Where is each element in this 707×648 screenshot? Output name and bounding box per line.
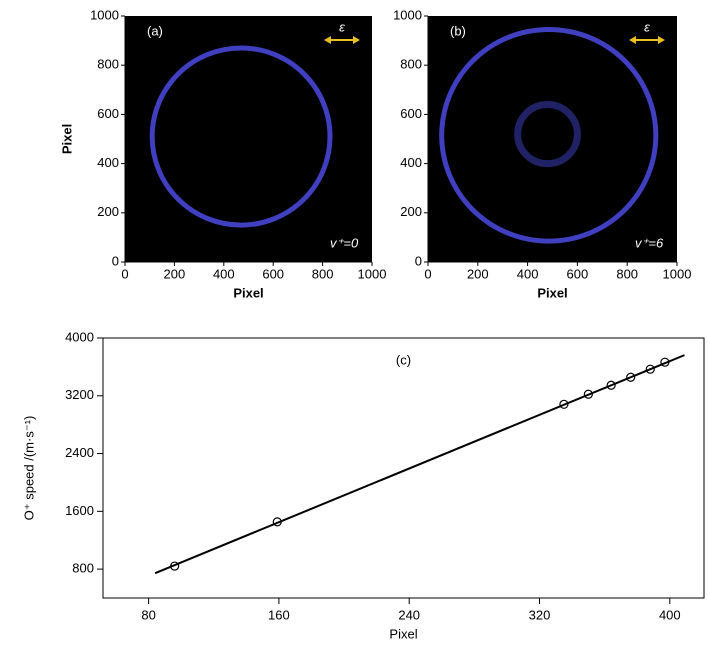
x-tick-label: 400 <box>517 266 539 281</box>
data-point <box>272 517 282 527</box>
data-point <box>626 372 636 382</box>
data-point <box>559 399 569 409</box>
panel-label: (c) <box>396 352 411 367</box>
x-tick-label: 200 <box>164 266 186 281</box>
y-tick-label: 400 <box>400 155 422 170</box>
image-background <box>428 16 677 262</box>
x-tick-label: 400 <box>213 266 235 281</box>
y-tick-label: 600 <box>97 106 119 121</box>
annotation: v⁺=0 <box>330 235 359 250</box>
x-tick-label: 600 <box>567 266 589 281</box>
x-tick-label: 0 <box>121 266 128 281</box>
data-point <box>583 389 593 399</box>
y-tick-label: 1600 <box>65 503 94 518</box>
x-tick-label: 80 <box>141 607 155 622</box>
y-tick-label: 800 <box>400 57 422 72</box>
ion-ring <box>439 27 659 244</box>
plot-frame <box>102 337 705 599</box>
y-tick-label: 200 <box>400 204 422 219</box>
y-tick-label: 1000 <box>90 7 119 22</box>
data-point <box>660 357 670 367</box>
y-tick-label: 2400 <box>65 445 94 460</box>
panel-label: (a) <box>147 23 163 38</box>
y-axis-title: Pixel <box>59 124 74 154</box>
x-tick-label: 1000 <box>358 266 387 281</box>
x-tick-label: 320 <box>529 607 551 622</box>
annotation: v⁺=6 <box>635 235 664 250</box>
x-tick-label: 800 <box>616 266 638 281</box>
y-tick-label: 400 <box>97 155 119 170</box>
polarization-label: ε <box>339 19 345 34</box>
y-tick-label: 200 <box>97 204 119 219</box>
x-tick-label: 160 <box>268 607 290 622</box>
y-tick-label: 3200 <box>65 387 94 402</box>
y-tick-label: 600 <box>400 106 422 121</box>
x-tick-label: 0 <box>424 266 431 281</box>
x-tick-label: 800 <box>312 266 334 281</box>
x-axis-title: Pixel <box>389 626 417 641</box>
x-tick-label: 200 <box>467 266 489 281</box>
data-point <box>606 380 616 390</box>
polarization-label: ε <box>644 19 650 34</box>
x-tick-label: 1000 <box>663 266 692 281</box>
x-tick-label: 400 <box>659 607 681 622</box>
panel-label: (b) <box>450 23 466 38</box>
fit-line <box>154 354 685 575</box>
y-tick-label: 0 <box>415 253 422 268</box>
x-tick-label: 240 <box>398 607 420 622</box>
y-tick-label: 4000 <box>65 329 94 344</box>
x-axis-title: Pixel <box>233 285 263 300</box>
y-tick-label: 800 <box>72 561 94 576</box>
x-axis-title: Pixel <box>537 285 567 300</box>
y-tick-label: 1000 <box>393 7 422 22</box>
ion-ring <box>149 45 333 228</box>
ion-ring <box>514 101 581 168</box>
data-point <box>170 561 180 571</box>
y-tick-label: 800 <box>97 57 119 72</box>
y-tick-label: 0 <box>112 253 119 268</box>
y-axis-title: O⁺ speed /(m·s⁻¹) <box>21 416 36 521</box>
x-tick-label: 600 <box>262 266 284 281</box>
data-point <box>645 364 655 374</box>
